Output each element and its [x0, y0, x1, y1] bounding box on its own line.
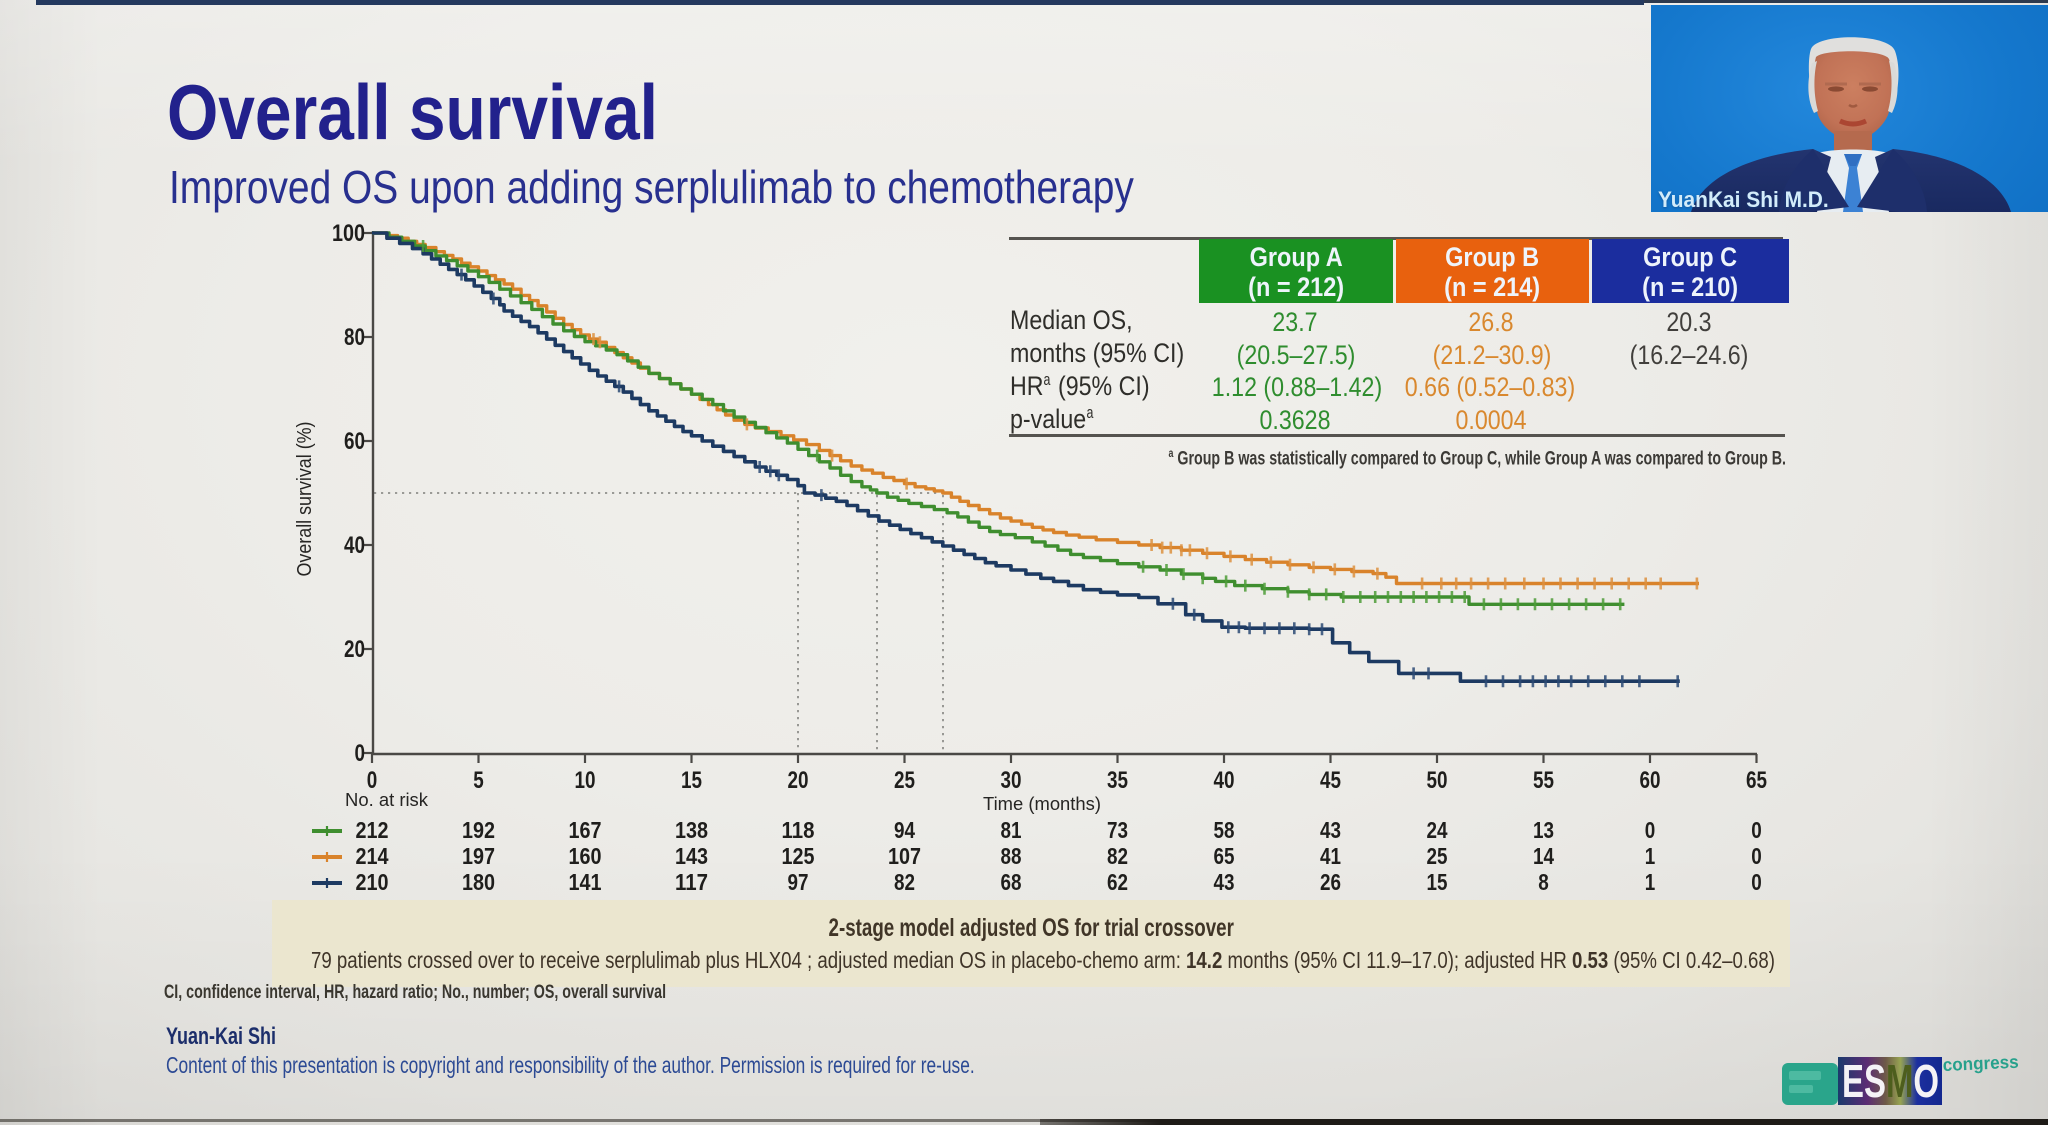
svg-text:192: 192	[462, 817, 495, 843]
svg-text:73: 73	[1107, 817, 1128, 843]
svg-text:65: 65	[1746, 767, 1767, 794]
svg-text:97: 97	[788, 869, 809, 895]
svg-text:81: 81	[1001, 817, 1022, 843]
svg-text:24: 24	[1427, 817, 1448, 843]
svg-text:10: 10	[575, 767, 596, 794]
svg-text:141: 141	[569, 869, 602, 895]
svg-text:25: 25	[1427, 843, 1448, 869]
svg-text:41: 41	[1320, 843, 1341, 869]
svg-text:82: 82	[894, 869, 915, 895]
svg-text:107: 107	[888, 843, 921, 869]
svg-text:25: 25	[894, 767, 915, 794]
svg-text:congress: congress	[1942, 1052, 2019, 1075]
svg-text:88: 88	[1001, 843, 1022, 869]
svg-text:14: 14	[1533, 843, 1554, 869]
svg-text:60: 60	[344, 428, 365, 455]
svg-text:13: 13	[1533, 817, 1554, 843]
svg-text:No. at risk: No. at risk	[345, 789, 429, 810]
svg-text:58: 58	[1214, 817, 1235, 843]
svg-text:143: 143	[675, 843, 708, 869]
svg-text:5: 5	[473, 767, 484, 794]
svg-text:20: 20	[788, 767, 809, 794]
svg-text:40: 40	[1214, 767, 1235, 794]
svg-text:0: 0	[1751, 843, 1762, 869]
svg-text:40: 40	[344, 532, 365, 559]
svg-text:1: 1	[1645, 843, 1656, 869]
svg-text:138: 138	[675, 817, 708, 843]
svg-text:0: 0	[1751, 817, 1762, 843]
svg-text:Time (months): Time (months)	[983, 793, 1101, 814]
svg-text:125: 125	[782, 843, 815, 869]
svg-text:0: 0	[1645, 817, 1656, 843]
svg-text:94: 94	[894, 817, 915, 843]
svg-text:0: 0	[367, 767, 378, 794]
svg-text:43: 43	[1214, 869, 1235, 895]
svg-text:117: 117	[675, 869, 708, 895]
svg-text:60: 60	[1640, 767, 1661, 794]
svg-text:45: 45	[1320, 767, 1341, 794]
svg-text:1: 1	[1645, 869, 1656, 895]
svg-text:68: 68	[1001, 869, 1022, 895]
svg-text:167: 167	[569, 817, 602, 843]
svg-text:ESMO: ESMO	[1842, 1055, 1939, 1107]
svg-text:180: 180	[462, 869, 495, 895]
svg-text:Overall survival (%): Overall survival (%)	[294, 422, 316, 577]
svg-text:214: 214	[356, 843, 389, 869]
svg-text:20: 20	[344, 636, 365, 663]
svg-text:30: 30	[1001, 767, 1022, 794]
svg-text:15: 15	[681, 767, 702, 794]
svg-text:55: 55	[1533, 767, 1554, 794]
svg-text:82: 82	[1107, 843, 1128, 869]
svg-text:26: 26	[1320, 869, 1341, 895]
svg-text:15: 15	[1427, 869, 1448, 895]
svg-text:35: 35	[1107, 767, 1128, 794]
svg-text:212: 212	[356, 817, 389, 843]
svg-text:100: 100	[332, 220, 365, 247]
svg-text:0: 0	[355, 740, 366, 767]
svg-text:210: 210	[356, 869, 389, 895]
svg-text:197: 197	[462, 843, 495, 869]
svg-text:65: 65	[1214, 843, 1235, 869]
svg-text:80: 80	[344, 324, 365, 351]
svg-text:43: 43	[1320, 817, 1341, 843]
svg-text:118: 118	[782, 817, 815, 843]
svg-text:160: 160	[569, 843, 602, 869]
svg-text:50: 50	[1427, 767, 1448, 794]
svg-text:62: 62	[1107, 869, 1128, 895]
svg-text:8: 8	[1538, 869, 1549, 895]
svg-text:0: 0	[1751, 869, 1762, 895]
